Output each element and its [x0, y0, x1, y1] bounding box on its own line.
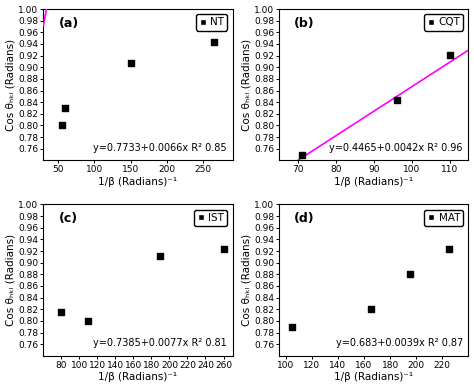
Text: (c): (c) — [58, 212, 78, 225]
Text: y=0.683+0.0039x R² 0.87: y=0.683+0.0039x R² 0.87 — [336, 338, 463, 348]
Point — [445, 246, 453, 252]
Point — [446, 52, 453, 58]
Legend: IST: IST — [194, 210, 228, 226]
Y-axis label: Cos θₕₖₗ (Radians): Cos θₕₖₗ (Radians) — [241, 39, 252, 131]
Point — [58, 122, 65, 128]
Point — [61, 105, 69, 111]
Text: (a): (a) — [58, 17, 79, 29]
Point — [220, 246, 228, 252]
Text: (d): (d) — [294, 212, 315, 225]
Legend: NT: NT — [196, 14, 228, 31]
Point — [156, 253, 164, 259]
X-axis label: 1/β (Radians)⁻¹: 1/β (Radians)⁻¹ — [334, 372, 413, 383]
X-axis label: 1/β (Radians)⁻¹: 1/β (Radians)⁻¹ — [334, 177, 413, 187]
Point — [393, 97, 401, 104]
Point — [367, 306, 374, 312]
Text: y=0.7733+0.0066x R² 0.85: y=0.7733+0.0066x R² 0.85 — [93, 143, 227, 153]
Point — [298, 151, 306, 158]
Point — [210, 39, 218, 45]
Point — [84, 318, 92, 324]
Text: y=0.4465+0.0042x R² 0.96: y=0.4465+0.0042x R² 0.96 — [329, 143, 463, 153]
Point — [127, 60, 135, 66]
Y-axis label: Cos θₕₖₗ (Radians): Cos θₕₖₗ (Radians) — [6, 234, 16, 326]
Y-axis label: Cos θₕₖₗ (Radians): Cos θₕₖₗ (Radians) — [241, 234, 252, 326]
Point — [406, 271, 413, 277]
X-axis label: 1/β (Radians)⁻¹: 1/β (Radians)⁻¹ — [99, 177, 177, 187]
Point — [289, 324, 296, 330]
Text: y=0.7385+0.0077x R² 0.81: y=0.7385+0.0077x R² 0.81 — [93, 338, 227, 348]
Point — [57, 309, 65, 315]
Legend: CQT: CQT — [424, 14, 463, 31]
Legend: MAT: MAT — [424, 210, 463, 226]
X-axis label: 1/β (Radians)⁻¹: 1/β (Radians)⁻¹ — [99, 372, 177, 383]
Y-axis label: Cos θₕₖₗ (Radians): Cos θₕₖₗ (Radians) — [6, 39, 16, 131]
Text: (b): (b) — [294, 17, 315, 29]
